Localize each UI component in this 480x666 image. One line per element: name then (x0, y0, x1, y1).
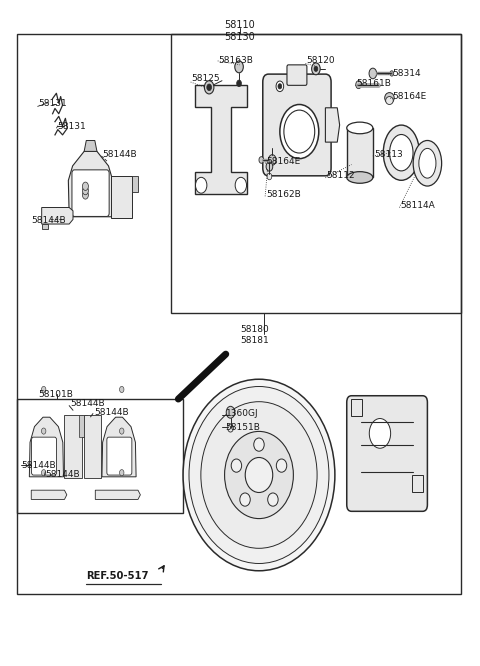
Text: 58144B: 58144B (31, 216, 66, 224)
FancyBboxPatch shape (32, 437, 57, 475)
Text: 58110
58130: 58110 58130 (225, 20, 255, 41)
Text: REF.50-517: REF.50-517 (86, 571, 148, 581)
Circle shape (237, 80, 241, 87)
Circle shape (356, 81, 361, 89)
Circle shape (266, 162, 273, 171)
Circle shape (41, 386, 46, 392)
Polygon shape (42, 208, 73, 224)
Polygon shape (84, 415, 101, 478)
Ellipse shape (254, 438, 264, 452)
Circle shape (41, 428, 46, 434)
Text: 58120: 58120 (306, 57, 335, 65)
Text: 58131: 58131 (38, 99, 67, 109)
Polygon shape (96, 490, 140, 500)
Text: 58113: 58113 (374, 150, 403, 159)
Text: 58314: 58314 (392, 69, 420, 78)
Polygon shape (29, 417, 63, 477)
Ellipse shape (201, 402, 317, 548)
Bar (351, 399, 362, 416)
Polygon shape (102, 417, 136, 477)
Circle shape (207, 84, 212, 91)
Polygon shape (68, 151, 113, 216)
Text: 1360GJ: 1360GJ (226, 409, 258, 418)
Text: 58164E: 58164E (266, 157, 300, 166)
Circle shape (268, 155, 276, 165)
Circle shape (120, 386, 124, 392)
Ellipse shape (419, 149, 436, 178)
FancyBboxPatch shape (107, 437, 132, 475)
Polygon shape (31, 490, 67, 500)
Circle shape (276, 81, 284, 92)
Ellipse shape (347, 122, 373, 134)
Text: 58112: 58112 (326, 171, 355, 180)
Text: 58151B: 58151B (226, 423, 261, 432)
Polygon shape (132, 176, 138, 192)
Circle shape (226, 406, 235, 418)
Ellipse shape (384, 93, 394, 103)
FancyBboxPatch shape (263, 74, 331, 176)
Circle shape (204, 81, 214, 94)
FancyBboxPatch shape (287, 65, 307, 85)
Polygon shape (79, 415, 84, 437)
Text: 58180
58181: 58180 58181 (240, 325, 269, 345)
FancyBboxPatch shape (72, 170, 109, 216)
Bar (412, 475, 423, 492)
Polygon shape (84, 141, 97, 151)
Circle shape (235, 177, 247, 193)
Ellipse shape (245, 458, 273, 492)
Circle shape (228, 424, 233, 432)
Text: 58144B: 58144B (22, 461, 56, 470)
Polygon shape (325, 108, 340, 142)
Text: 58144B: 58144B (94, 408, 129, 417)
Ellipse shape (231, 459, 241, 472)
Ellipse shape (280, 105, 319, 159)
Text: 58114A: 58114A (400, 201, 435, 210)
Polygon shape (82, 415, 87, 437)
Text: 58125: 58125 (192, 74, 220, 83)
Polygon shape (195, 85, 247, 194)
Circle shape (267, 173, 272, 180)
Circle shape (83, 186, 88, 194)
Circle shape (120, 428, 124, 434)
Circle shape (278, 84, 282, 89)
Ellipse shape (384, 125, 420, 180)
FancyBboxPatch shape (347, 396, 427, 511)
Circle shape (259, 157, 264, 163)
Circle shape (369, 68, 377, 79)
Ellipse shape (225, 432, 293, 519)
Circle shape (195, 177, 207, 193)
Ellipse shape (189, 386, 329, 563)
Polygon shape (111, 176, 132, 218)
Circle shape (390, 71, 394, 76)
Text: 58161B: 58161B (356, 79, 391, 88)
Ellipse shape (390, 135, 413, 171)
Circle shape (83, 190, 88, 199)
Ellipse shape (268, 493, 278, 506)
Text: 58144B: 58144B (46, 470, 80, 480)
Circle shape (312, 63, 320, 75)
Polygon shape (64, 415, 82, 478)
Text: 58164E: 58164E (392, 92, 426, 101)
Text: 58162B: 58162B (266, 190, 301, 199)
Bar (347, 128, 373, 177)
Circle shape (120, 470, 124, 476)
Ellipse shape (413, 141, 442, 186)
Ellipse shape (276, 459, 287, 472)
Polygon shape (42, 224, 48, 228)
Ellipse shape (385, 97, 393, 105)
Circle shape (41, 470, 46, 476)
Circle shape (314, 66, 318, 71)
Text: 58144B: 58144B (70, 399, 105, 408)
Text: 58131: 58131 (57, 122, 86, 131)
Text: 58144B: 58144B (102, 150, 137, 159)
Text: 58101B: 58101B (38, 390, 73, 399)
Text: 58163B: 58163B (219, 57, 253, 65)
Circle shape (235, 61, 243, 73)
Ellipse shape (369, 418, 391, 448)
Ellipse shape (347, 172, 373, 183)
Ellipse shape (240, 493, 250, 506)
Circle shape (83, 182, 88, 190)
Ellipse shape (183, 379, 335, 571)
